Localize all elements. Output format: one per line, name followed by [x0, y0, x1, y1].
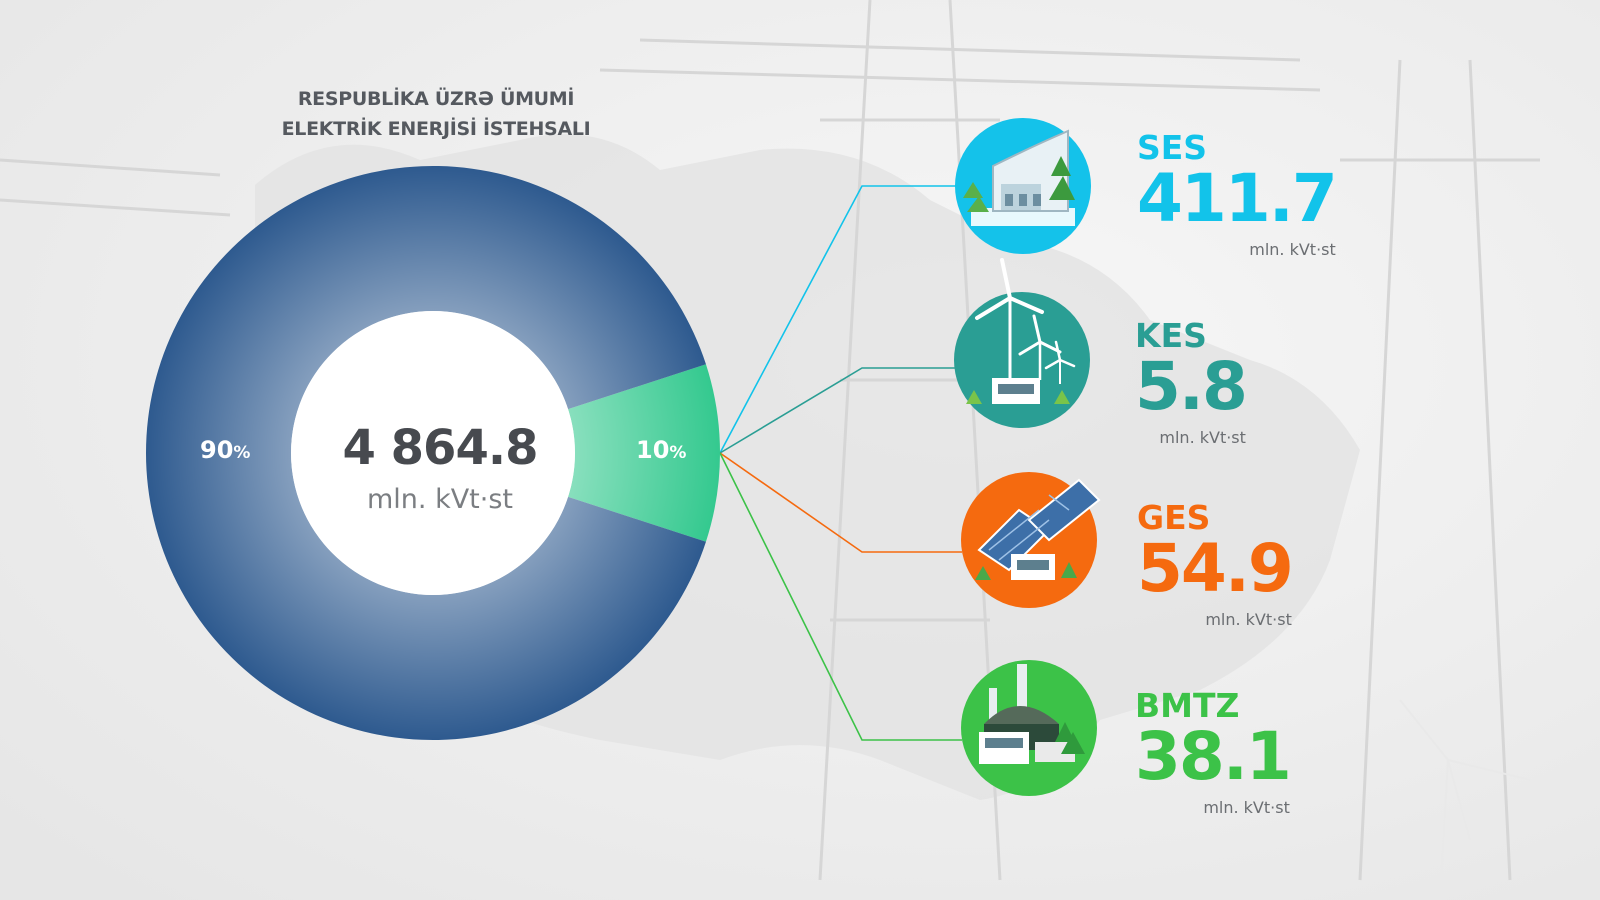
- source-ges-value: 54.9: [1137, 530, 1294, 607]
- source-ses-code: SES: [1137, 128, 1208, 167]
- source-ses-unit: mln. kVt·st: [1249, 240, 1336, 259]
- title-line-2: ELEKTRİK ENERJİSİ İSTEHSALI: [281, 118, 591, 140]
- source-kes-value: 5.8: [1135, 348, 1248, 425]
- solar-panel-icon: [961, 472, 1101, 608]
- donut-chart: [146, 166, 721, 741]
- chart-title: RESPUBLİKA ÜZRƏ ÜMUMİ ELEKTRİK ENERJİSİ …: [236, 84, 636, 144]
- source-kes-unit: mln. kVt·st: [1159, 428, 1246, 447]
- slice-label-small-percent: %: [669, 443, 687, 463]
- connector-bmtz: [719, 452, 962, 741]
- source-ses: SES 411.7 mln. kVt·st: [1137, 128, 1338, 260]
- slice-label-large: 90%: [200, 436, 250, 464]
- total-value: 4 864.8: [342, 420, 539, 476]
- source-ges: GES 54.9 mln. kVt·st: [1137, 498, 1294, 630]
- hydro-plant-icon: [955, 118, 1091, 254]
- donut-hole: [291, 311, 575, 595]
- source-ges-unit: mln. kVt·st: [1205, 610, 1292, 629]
- biomass-plant-icon: [961, 660, 1097, 796]
- source-ses-value: 411.7: [1137, 160, 1338, 237]
- slice-label-small-number: 10: [636, 436, 670, 464]
- source-ges-code: GES: [1137, 498, 1211, 537]
- source-icons: [954, 118, 1101, 796]
- source-bmtz-code: BMTZ: [1135, 686, 1240, 725]
- slice-label-small: 10%: [636, 436, 686, 464]
- connector-lines: [719, 185, 962, 741]
- connector-ges: [719, 452, 962, 553]
- total-unit: mln. kVt·st: [366, 484, 513, 515]
- source-bmtz-unit: mln. kVt·st: [1203, 798, 1290, 817]
- title-line-1: RESPUBLİKA ÜZRƏ ÜMUMİ: [297, 88, 575, 110]
- wind-turbine-icon: [954, 258, 1090, 428]
- wind-turbine-silhouette: [1399, 699, 1531, 900]
- slice-label-large-number: 90: [200, 436, 234, 464]
- source-bmtz: BMTZ 38.1 mln. kVt·st: [1135, 686, 1292, 818]
- source-kes: KES 5.8 mln. kVt·st: [1135, 316, 1248, 448]
- connector-ses: [719, 185, 958, 454]
- tower-silhouettes: [0, 0, 1540, 881]
- slice-label-large-percent: %: [233, 443, 251, 463]
- source-kes-code: KES: [1135, 316, 1207, 355]
- connector-kes: [719, 367, 956, 454]
- source-bmtz-value: 38.1: [1135, 718, 1292, 795]
